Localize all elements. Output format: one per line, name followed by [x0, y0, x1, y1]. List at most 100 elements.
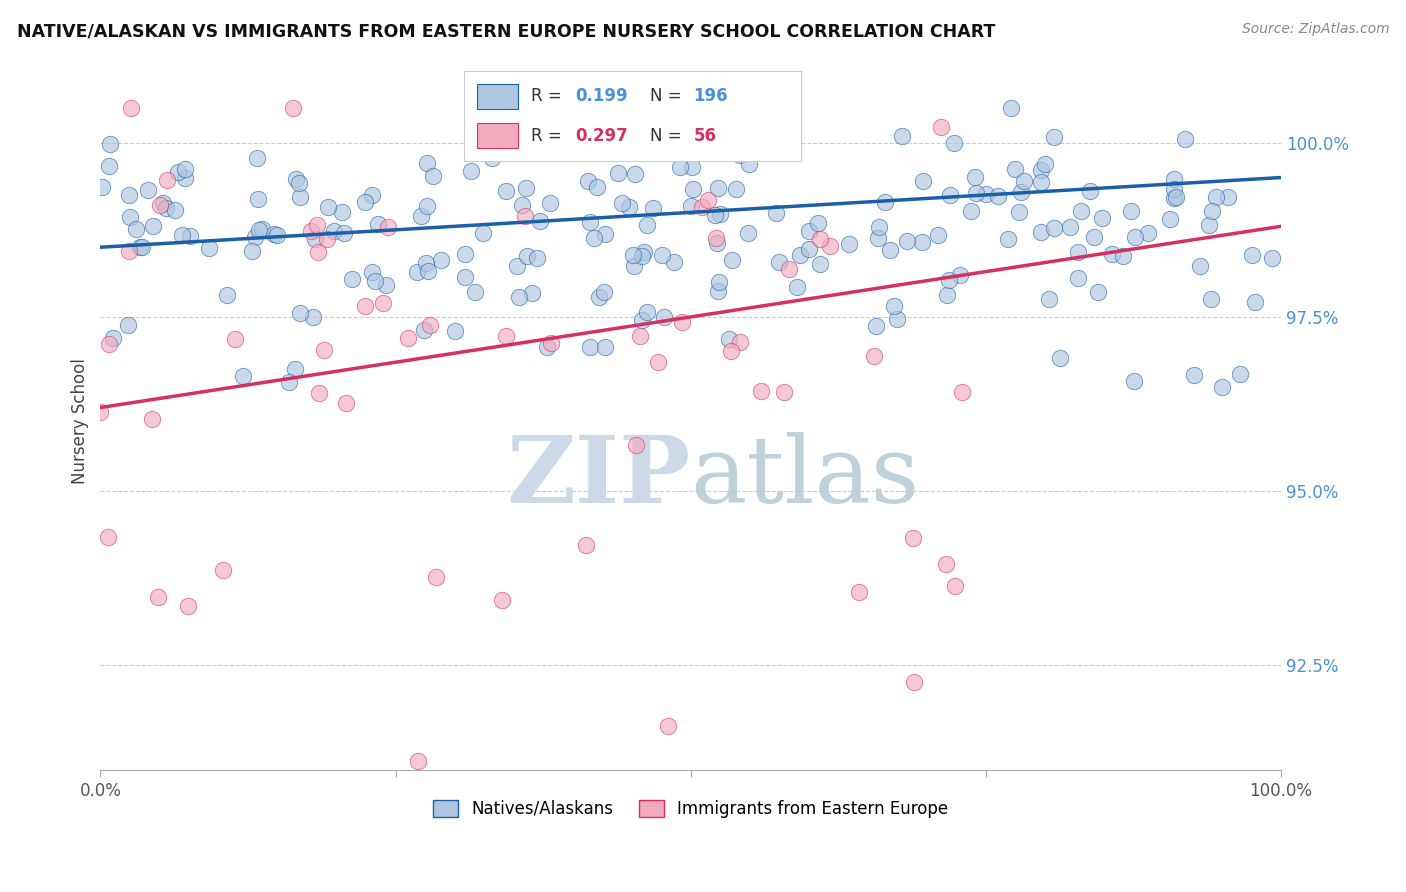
- Point: [765, 206, 787, 220]
- Point: [647, 135, 669, 149]
- Point: [651, 248, 673, 262]
- Point: [997, 232, 1019, 246]
- Point: [929, 120, 952, 134]
- Point: [138, 183, 160, 197]
- Text: N =: N =: [650, 127, 686, 145]
- Point: [879, 243, 901, 257]
- Point: [1038, 293, 1060, 307]
- Point: [1163, 191, 1185, 205]
- Point: [374, 277, 396, 292]
- Point: [1163, 182, 1185, 196]
- Point: [943, 136, 966, 150]
- Point: [768, 254, 790, 268]
- Point: [516, 249, 538, 263]
- Point: [728, 148, 751, 162]
- Point: [945, 579, 967, 593]
- Point: [419, 318, 441, 333]
- Point: [101, 331, 124, 345]
- Text: NATIVE/ALASKAN VS IMMIGRANTS FROM EASTERN EUROPE NURSERY SCHOOL CORRELATION CHAR: NATIVE/ALASKAN VS IMMIGRANTS FROM EASTER…: [17, 22, 995, 40]
- Point: [304, 232, 326, 246]
- Point: [125, 222, 148, 236]
- Point: [314, 343, 336, 357]
- Point: [322, 224, 344, 238]
- Point: [704, 208, 727, 222]
- Point: [607, 166, 630, 180]
- Point: [155, 201, 177, 215]
- Point: [377, 220, 399, 235]
- Point: [156, 173, 179, 187]
- Point: [129, 240, 152, 254]
- Point: [302, 310, 325, 325]
- Text: 196: 196: [693, 87, 728, 105]
- Text: 56: 56: [693, 127, 717, 145]
- Point: [1123, 374, 1146, 388]
- Point: [288, 176, 311, 190]
- Point: [681, 161, 703, 175]
- Point: [413, 323, 436, 337]
- Point: [522, 286, 544, 301]
- Point: [247, 223, 270, 237]
- Point: [299, 225, 322, 239]
- Point: [624, 438, 647, 452]
- Point: [808, 256, 831, 270]
- Point: [588, 290, 610, 304]
- Point: [415, 199, 437, 213]
- Point: [911, 235, 934, 249]
- Point: [316, 200, 339, 214]
- Point: [582, 231, 605, 245]
- Point: [725, 182, 748, 196]
- Point: [706, 236, 728, 251]
- Point: [1083, 230, 1105, 244]
- Point: [682, 182, 704, 196]
- Point: [290, 190, 312, 204]
- Point: [865, 319, 887, 334]
- Point: [636, 218, 658, 232]
- Point: [284, 362, 307, 376]
- Point: [91, 179, 114, 194]
- Point: [1218, 190, 1240, 204]
- Point: [243, 230, 266, 244]
- Point: [333, 226, 356, 240]
- Point: [373, 296, 395, 310]
- Point: [728, 335, 751, 350]
- Point: [367, 218, 389, 232]
- Point: [1240, 248, 1263, 262]
- Point: [1244, 295, 1267, 310]
- Point: [89, 405, 111, 419]
- Text: 0.297: 0.297: [575, 127, 628, 145]
- Point: [167, 165, 190, 179]
- Point: [949, 268, 972, 282]
- Point: [515, 181, 537, 195]
- Point: [1112, 249, 1135, 263]
- Point: [696, 193, 718, 207]
- Point: [848, 584, 870, 599]
- Point: [636, 305, 658, 319]
- Point: [146, 591, 169, 605]
- Point: [240, 244, 263, 258]
- Point: [1261, 252, 1284, 266]
- Point: [1059, 220, 1081, 235]
- Point: [641, 201, 664, 215]
- Point: [97, 337, 120, 351]
- Point: [662, 255, 685, 269]
- Point: [97, 159, 120, 173]
- Point: [679, 199, 702, 213]
- Point: [495, 328, 517, 343]
- Point: [1004, 162, 1026, 177]
- Point: [911, 174, 934, 188]
- Point: [472, 226, 495, 240]
- Point: [709, 275, 731, 289]
- Point: [165, 203, 187, 218]
- Point: [1201, 204, 1223, 219]
- Point: [595, 340, 617, 354]
- Legend: Natives/Alaskans, Immigrants from Eastern Europe: Natives/Alaskans, Immigrants from Easter…: [426, 793, 955, 824]
- Point: [1031, 175, 1053, 189]
- Point: [177, 599, 200, 613]
- Point: [789, 248, 811, 262]
- Point: [444, 324, 467, 338]
- Point: [751, 384, 773, 398]
- Point: [1067, 271, 1090, 285]
- Point: [868, 219, 890, 234]
- Point: [1199, 293, 1222, 307]
- Point: [198, 241, 221, 255]
